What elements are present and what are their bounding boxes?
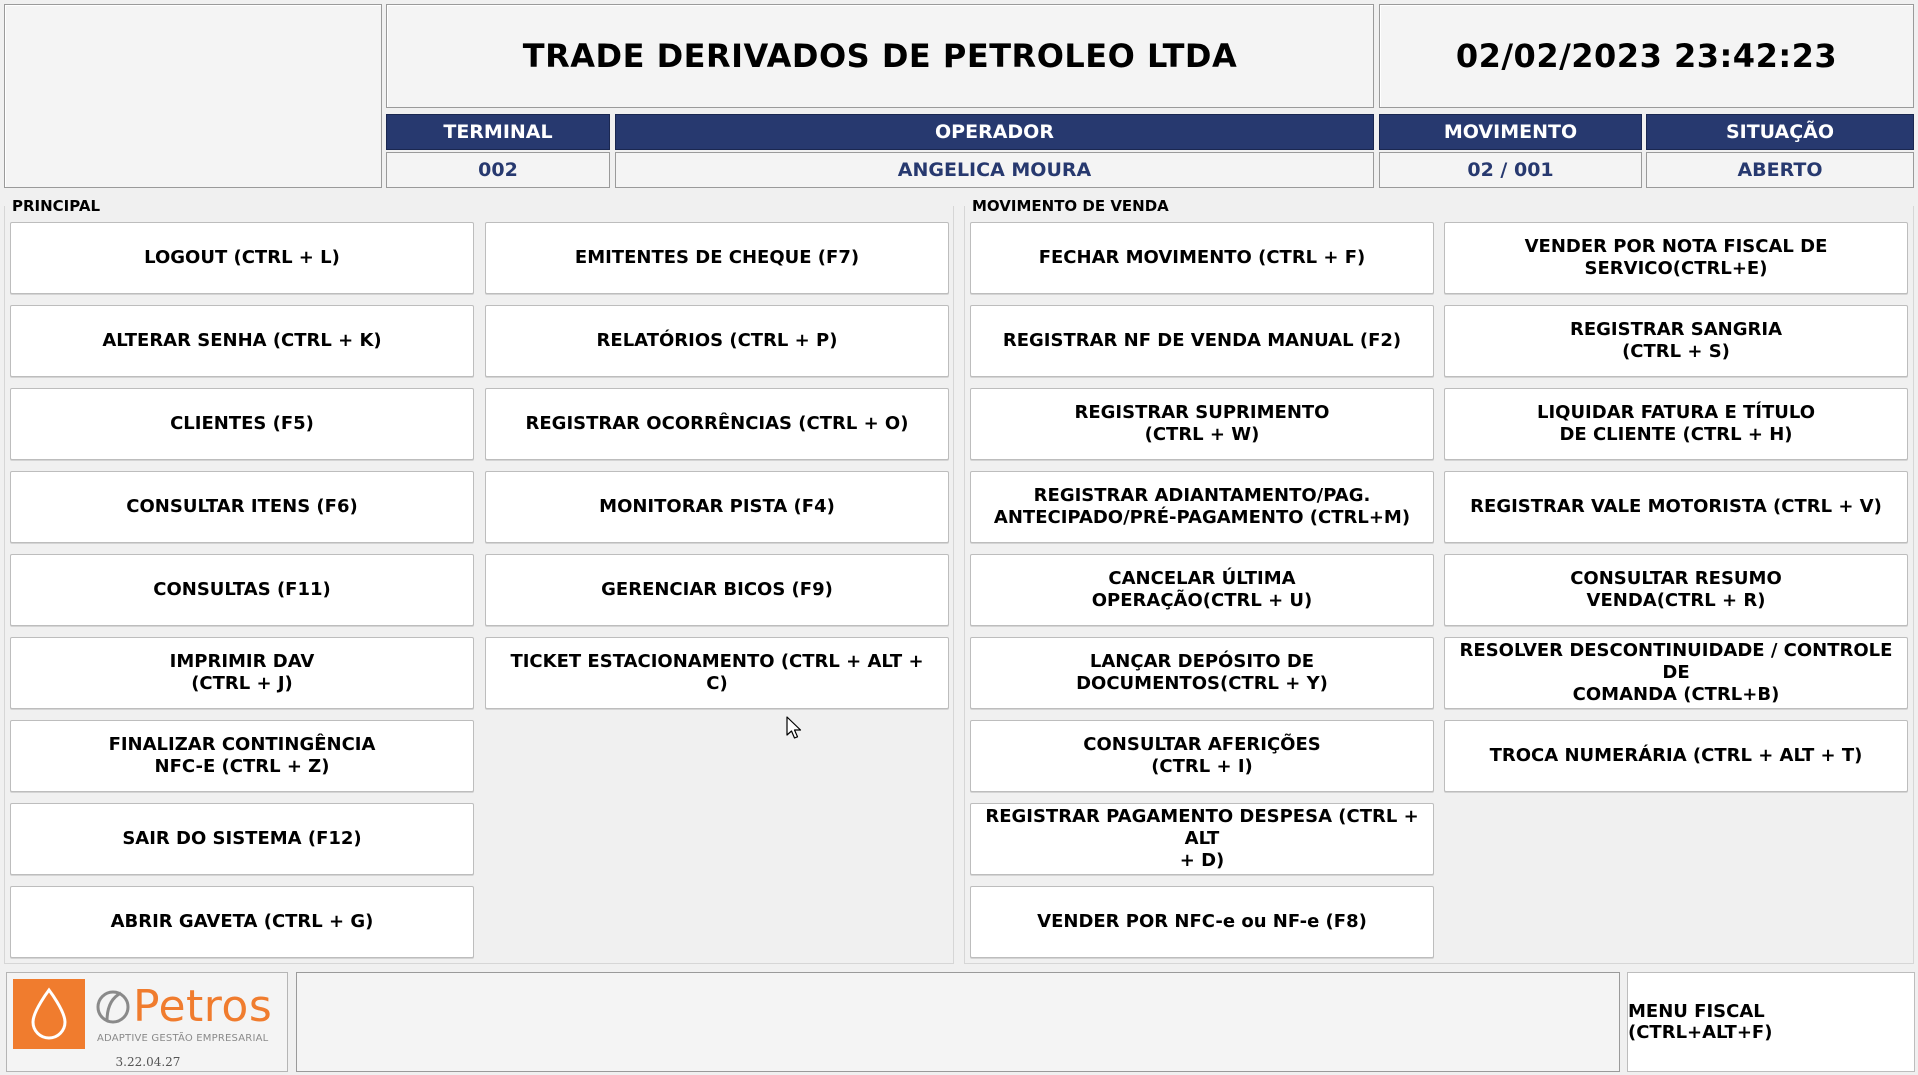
logout-button[interactable]: LOGOUT (CTRL + L) [10,222,474,294]
gerenciar-bicos-button[interactable]: GERENCIAR BICOS (F9) [485,554,949,626]
version-label: 3.22.04.27 [115,1055,181,1069]
status-message-area [296,972,1620,1072]
registrar-suprimento-button[interactable]: REGISTRAR SUPRIMENTO (CTRL + W) [970,388,1434,460]
logo-tagline: ADAPTIVE GESTÃO EMPRESARIAL [97,1033,269,1044]
petros-logo: Petros ADAPTIVE GESTÃO EMPRESARIAL 3.22.… [6,972,288,1072]
top-left-panel [4,4,382,188]
petros-leaf-icon [95,987,131,1027]
monitorar-pista-button[interactable]: MONITORAR PISTA (F4) [485,471,949,543]
vender-por-nfc-e-ou-nf-e-button[interactable]: VENDER POR NFC-e ou NF-e (F8) [970,886,1434,958]
ticket-estacionamento-button[interactable]: TICKET ESTACIONAMENTO (CTRL + ALT + C) [485,637,949,709]
movimento-label: MOVIMENTO [1379,114,1642,150]
registrar-ocorrencias-button[interactable]: REGISTRAR OCORRÊNCIAS (CTRL + O) [485,388,949,460]
datetime-display: 02/02/2023 23:42:23 [1379,4,1914,108]
vender-por-nota-fiscal-de-servico-button[interactable]: VENDER POR NOTA FISCAL DE SERVICO(CTRL+E… [1444,222,1908,294]
consultar-resumo-venda-button[interactable]: CONSULTAR RESUMO VENDA(CTRL + R) [1444,554,1908,626]
relatorios-button[interactable]: RELATÓRIOS (CTRL + P) [485,305,949,377]
clientes-button[interactable]: CLIENTES (F5) [10,388,474,460]
movimento-value: 02 / 001 [1379,152,1642,188]
troca-numeraria-button[interactable]: TROCA NUMERÁRIA (CTRL + ALT + T) [1444,720,1908,792]
menu-fiscal-button[interactable]: MENU FISCAL (CTRL+ALT+F) [1627,972,1915,1072]
sair-do-sistema-button[interactable]: SAIR DO SISTEMA (F12) [10,803,474,875]
operador-label: OPERADOR [615,114,1374,150]
finalizar-contingencia-nfc-e-button[interactable]: FINALIZAR CONTINGÊNCIA NFC-E (CTRL + Z) [10,720,474,792]
movimento-venda-group [964,206,1914,964]
company-name: TRADE DERIVADOS DE PETROLEO LTDA [386,4,1374,108]
emitentes-de-cheque-button[interactable]: EMITENTES DE CHEQUE (F7) [485,222,949,294]
principal-group [4,206,954,964]
registrar-sangria-button[interactable]: REGISTRAR SANGRIA (CTRL + S) [1444,305,1908,377]
registrar-adiantamento-pag-antecipado-pre-pagamento-button[interactable]: REGISTRAR ADIANTAMENTO/PAG. ANTECIPADO/P… [970,471,1434,543]
fechar-movimento-button[interactable]: FECHAR MOVIMENTO (CTRL + F) [970,222,1434,294]
situacao-label: SITUAÇÃO [1646,114,1914,150]
consultas-button[interactable]: CONSULTAS (F11) [10,554,474,626]
mouse-pointer-icon [786,716,804,740]
liquidar-fatura-e-titulo-de-cliente-button[interactable]: LIQUIDAR FATURA E TÍTULO DE CLIENTE (CTR… [1444,388,1908,460]
registrar-vale-motorista-button[interactable]: REGISTRAR VALE MOTORISTA (CTRL + V) [1444,471,1908,543]
consultar-afericoes-button[interactable]: CONSULTAR AFERIÇÕES (CTRL + I) [970,720,1434,792]
resolver-descontinuidade-controle-de-comanda-button[interactable]: RESOLVER DESCONTINUIDADE / CONTROLE DE C… [1444,637,1908,709]
terminal-value: 002 [386,152,610,188]
logo-word-text: Petros [133,981,273,1032]
consultar-itens-button[interactable]: CONSULTAR ITENS (F6) [10,471,474,543]
movimento-venda-title: MOVIMENTO DE VENDA [972,197,1173,215]
registrar-nf-de-venda-manual-button[interactable]: REGISTRAR NF DE VENDA MANUAL (F2) [970,305,1434,377]
operador-value: ANGELICA MOURA [615,152,1374,188]
imprimir-dav-button[interactable]: IMPRIMIR DAV (CTRL + J) [10,637,474,709]
situacao-value: ABERTO [1646,152,1914,188]
terminal-label: TERMINAL [386,114,610,150]
water-drop-icon [13,979,85,1049]
principal-title: PRINCIPAL [12,197,105,215]
logo-wordmark: Petros [95,981,272,1032]
cancelar-ultima-operacao-button[interactable]: CANCELAR ÚLTIMA OPERAÇÃO(CTRL + U) [970,554,1434,626]
alterar-senha-button[interactable]: ALTERAR SENHA (CTRL + K) [10,305,474,377]
abrir-gaveta-button[interactable]: ABRIR GAVETA (CTRL + G) [10,886,474,958]
lancar-deposito-de-documentos-button[interactable]: LANÇAR DEPÓSITO DE DOCUMENTOS(CTRL + Y) [970,637,1434,709]
registrar-pagamento-despesa-button[interactable]: REGISTRAR PAGAMENTO DESPESA (CTRL + ALT … [970,803,1434,875]
